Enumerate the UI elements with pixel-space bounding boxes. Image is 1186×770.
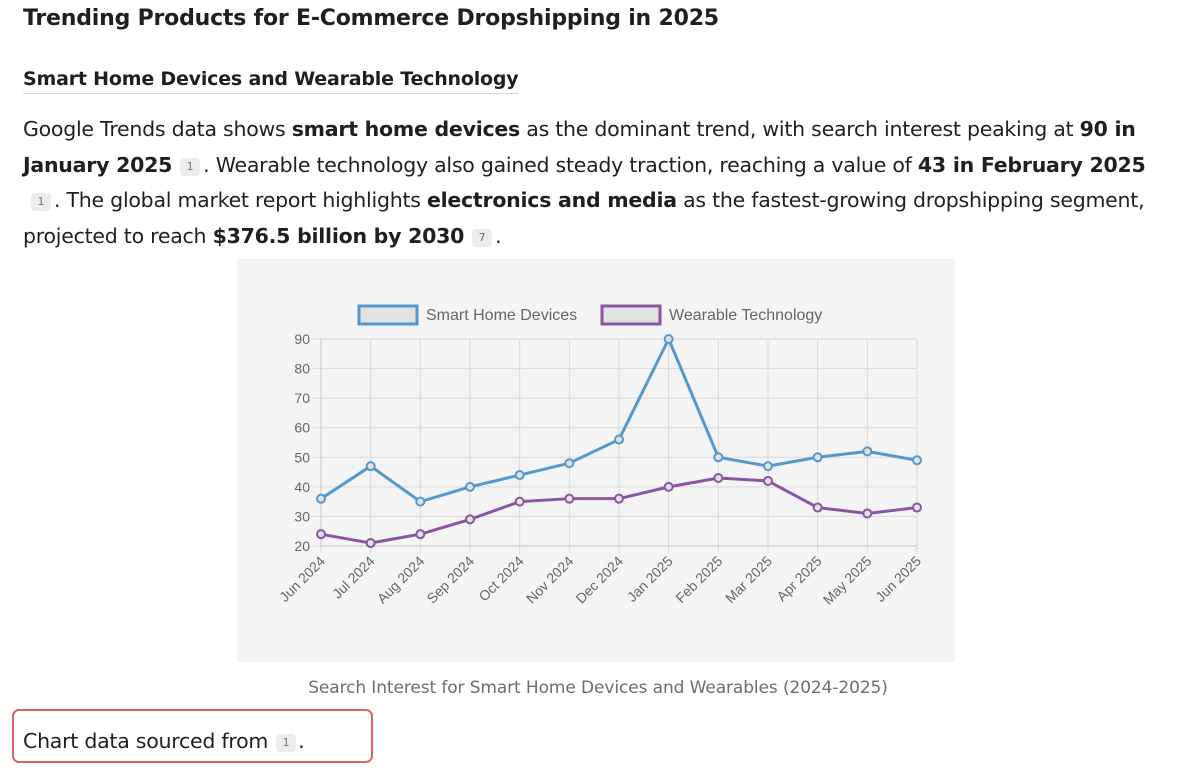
x-tick-label: Apr 2025 xyxy=(773,553,825,605)
data-point xyxy=(812,502,823,513)
y-tick-label: 20 xyxy=(294,538,310,554)
x-tick-label: Jan 2025 xyxy=(624,553,676,605)
line-chart: 20 30 40 50 60 70 80 90 Jun 2024 Jul 2024 Aug 2024… xyxy=(237,259,955,662)
x-tick-label: Dec 2024 xyxy=(572,553,626,607)
data-point xyxy=(465,514,475,525)
data-point xyxy=(763,475,773,486)
data-point xyxy=(564,458,575,469)
data-point xyxy=(365,538,376,549)
y-tick-label: 30 xyxy=(294,508,310,524)
data-point xyxy=(514,496,525,507)
source-end: . xyxy=(298,729,305,753)
paragraph-text: as the dominant trend, with search inter… xyxy=(519,117,1080,141)
citation-badge[interactable]: 1 xyxy=(31,193,51,211)
data-point xyxy=(912,502,922,513)
data-point xyxy=(812,452,823,463)
x-tick-label: Sep 2024 xyxy=(423,553,477,607)
data-point xyxy=(663,481,674,492)
y-tick-label: 40 xyxy=(294,479,310,495)
legend-swatch xyxy=(357,304,419,326)
section-heading: Smart Home Devices and Wearable Technolo… xyxy=(23,68,519,94)
data-point xyxy=(465,481,475,492)
data-point xyxy=(862,446,873,457)
x-tick-label: Feb 2025 xyxy=(672,553,725,606)
data-point xyxy=(713,452,724,463)
legend-label: Smart Home Devices xyxy=(426,307,577,324)
paragraph-text: . xyxy=(495,223,502,248)
x-tick-label: Jul 2024 xyxy=(329,553,378,602)
data-point xyxy=(415,496,426,507)
highlight-box xyxy=(12,709,373,763)
data-point xyxy=(614,434,624,445)
data-point xyxy=(365,461,376,472)
citation-badge[interactable]: 1 xyxy=(276,734,297,752)
paragraph-bold-text: electronics and media xyxy=(426,188,677,212)
paragraph-bold-text: 43 in February 2025 xyxy=(917,152,1146,177)
y-tick-label: 50 xyxy=(294,449,310,465)
chart-caption: Search Interest for Smart Home Devices a… xyxy=(308,678,888,698)
body-paragraph: Google Trends data shows smart home devi… xyxy=(23,112,1173,254)
x-tick-label: Nov 2024 xyxy=(523,553,577,607)
x-tick-label: May 2025 xyxy=(820,553,875,608)
paragraph-bold-text: $376.5 billion by 2030 xyxy=(212,223,465,248)
citation-badge[interactable]: 7 xyxy=(472,228,493,247)
x-tick-label: Aug 2024 xyxy=(374,553,428,607)
x-tick-label: Jun 2025 xyxy=(872,553,924,605)
data-point xyxy=(862,508,873,519)
y-tick-label: 70 xyxy=(294,390,310,406)
paragraph-text: Google Trends data shows xyxy=(23,117,292,141)
y-tick-label: 60 xyxy=(294,420,310,436)
legend-swatch xyxy=(600,304,662,326)
paragraph-text: . The global market report highlights xyxy=(54,188,427,212)
x-tick-label: Oct 2024 xyxy=(475,553,527,605)
data-point xyxy=(763,461,773,472)
legend-label: Wearable Technology xyxy=(669,307,822,324)
paragraph-text: . Wearable technology also gained steady… xyxy=(203,152,918,177)
page-title: Trending Products for E-Commerce Dropshi… xyxy=(23,6,719,31)
data-point xyxy=(912,455,922,466)
data-point xyxy=(316,493,326,504)
citation-badge[interactable]: 1 xyxy=(180,157,201,176)
x-tick-label: Mar 2025 xyxy=(722,553,775,606)
data-point xyxy=(663,334,674,344)
source-text: Chart data sourced from xyxy=(23,729,269,753)
data-point xyxy=(614,493,624,504)
data-point xyxy=(514,470,525,481)
data-point xyxy=(415,529,426,540)
paragraph-bold-text: smart home devices xyxy=(291,117,521,141)
paragraph-text: as the fastest-growing dropshipping segm… xyxy=(23,188,1145,248)
y-tick-label: 80 xyxy=(294,361,310,377)
source-note: Chart data sourced from 1. xyxy=(23,729,305,753)
y-tick-label: 90 xyxy=(294,331,310,347)
data-point xyxy=(564,493,575,504)
data-point xyxy=(316,529,326,540)
x-tick-label: Jun 2024 xyxy=(276,553,328,605)
paragraph-bold-text: 90 in January 2025 xyxy=(23,117,1136,177)
data-point xyxy=(713,472,724,483)
